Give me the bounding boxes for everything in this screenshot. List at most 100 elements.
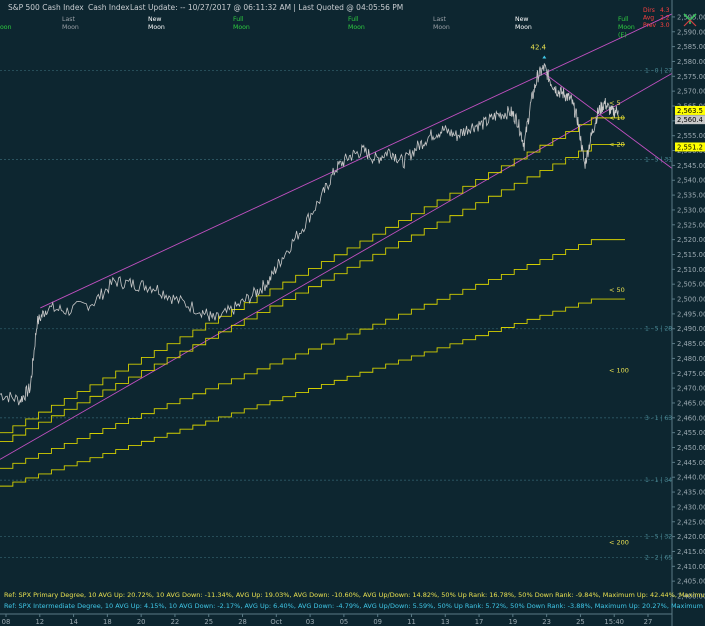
footer-stats: Ref: SPX Primary Degree, 10 AVG Up: 20.7…	[4, 591, 705, 610]
price-tag-bg	[675, 115, 705, 125]
ma-label: < 10	[609, 114, 625, 122]
ma-step-line	[0, 239, 625, 469]
horizontal-level-label: 1 - 5 | 32	[645, 534, 672, 541]
x-tick-label: 25	[204, 618, 213, 626]
ma-step-line	[0, 117, 625, 434]
y-tick-label: 2,400.000	[677, 593, 705, 601]
y-tick-label: 2,445.000	[677, 459, 705, 467]
arrow-icon[interactable]	[683, 19, 697, 27]
peak-marker	[542, 55, 547, 59]
upper-channel-line	[40, 13, 673, 309]
moon-phase-label: Full	[233, 16, 244, 23]
x-tick-label: 18	[103, 618, 112, 626]
x-tick-label: 28	[238, 618, 247, 626]
x-tick-label: 23	[542, 618, 551, 626]
legend-stat-label: Avg	[643, 15, 654, 22]
price-tag-bg	[675, 105, 705, 115]
y-tick-label: 2,405.000	[677, 578, 705, 586]
y-tick-label: 2,455.000	[677, 429, 705, 437]
y-tick-label: 2,485.000	[677, 340, 705, 348]
y-tick-label: 2,450.000	[677, 444, 705, 452]
horizontal-level-label: 1 - 1 | 34	[645, 477, 672, 484]
ma-label: < 200	[609, 539, 629, 547]
x-tick-label: 17	[475, 618, 484, 626]
y-tick-label: 2,495.000	[677, 310, 705, 318]
x-tick-label: 19	[509, 618, 518, 626]
y-tick-label: 2,505.000	[677, 281, 705, 289]
ma-label: < 20	[609, 141, 625, 149]
ma-label: < 5	[609, 99, 621, 107]
x-tick-label: 27	[644, 618, 653, 626]
y-tick-label: 2,575.000	[677, 73, 705, 81]
moon-phase-label: New	[515, 16, 529, 23]
moon-phase-label: Moon	[148, 24, 165, 31]
ma-label: < 50	[609, 286, 625, 294]
legend-stat-label: Dirs	[643, 7, 655, 14]
moon-phase-label: Last	[62, 16, 75, 23]
footer-stat-line: Ref: SPX Primary Degree, 10 AVG Up: 20.7…	[4, 591, 705, 599]
price-tag-label: 2,563.5	[677, 107, 703, 115]
moon-phase-label: Moon	[515, 24, 532, 31]
y-tick-label: 2,535.000	[677, 192, 705, 200]
y-tick-label: 2,425.000	[677, 518, 705, 526]
y-tick-label: 2,515.000	[677, 251, 705, 259]
horizontal-level-label: 2 - 2 | 65	[645, 554, 672, 561]
x-tick-label: 20	[137, 618, 146, 626]
legend-stat-label: Prev	[643, 22, 657, 29]
moon-phase-label: Full	[348, 16, 359, 23]
price-tag-label: 2,551.2	[677, 143, 703, 151]
horizontal-level-label: 3 - 1 | 63	[645, 415, 672, 422]
moon-phase-label: Last	[433, 16, 446, 23]
ma-step-line	[0, 298, 625, 487]
x-tick-label: Oct	[270, 618, 282, 626]
price-tag-bg	[675, 142, 705, 152]
ma-label: < 100	[609, 366, 629, 374]
y-tick-label: 2,430.000	[677, 503, 705, 511]
footer-stat-line: Ref: SPX Intermediate Degree, 10 AVG Up:…	[4, 602, 705, 610]
moon-phase-label: Moon	[433, 24, 450, 31]
x-tick-label: 08	[2, 618, 11, 626]
x-tick-label: 13	[441, 618, 450, 626]
moving-average-steps	[0, 117, 625, 487]
chart-title: S&P 500 Cash Index	[8, 3, 84, 12]
x-tick-label: 25	[576, 618, 585, 626]
horizontal-level-label: 1 - 5 | 28	[645, 326, 672, 333]
legend-stat-value: 4.3	[660, 7, 670, 14]
legend-stat-value: 3.0	[660, 22, 670, 29]
price-line	[0, 63, 619, 406]
y-tick-label: 2,475.000	[677, 370, 705, 378]
x-tick-label: 11	[407, 618, 416, 626]
moon-phase-label: New	[148, 16, 162, 23]
last-update: Last Update: -- 10/27/2017 @ 06:11:32 AM…	[130, 3, 403, 12]
channel-lines	[0, 13, 673, 460]
y-tick-label: 2,580.000	[677, 58, 705, 66]
y-tick-label: 2,470.000	[677, 385, 705, 393]
x-tick-label: 22	[171, 618, 180, 626]
ma-step-line	[0, 144, 625, 443]
y-tick-label: 2,525.000	[677, 221, 705, 229]
x-tick-label: 09	[373, 618, 382, 626]
chart-header: S&P 500 Cash Index Cash Index Last Update:…	[0, 3, 670, 39]
x-tick-label: 05	[340, 618, 349, 626]
price-tag-label: 2,560.4	[677, 116, 703, 124]
y-tick-label: 2,585.000	[677, 43, 705, 51]
annotations: < 5 < 10 < 20 < 50 < 100 < 200 42.4	[531, 43, 629, 546]
y-tick-label: 2,570.000	[677, 88, 705, 96]
y-tick-label: 2,460.000	[677, 414, 705, 422]
price-tags: 2,563.52,560.4 2,551.2	[675, 105, 705, 152]
moon-phase-label: Moon	[233, 24, 250, 31]
horizontal-levels: 1 - 0 | 27 1 - 5 | 31 1 - 5 | 28 3 - 1 | 63…	[0, 67, 672, 561]
x-tick-label: 03	[306, 618, 315, 626]
y-axis: 2,400.000 2,405.000 2,410.000 2,415.000 2,42…	[671, 0, 705, 626]
expand-icon[interactable]	[683, 13, 697, 27]
y-tick-label: 2,555.000	[677, 132, 705, 140]
x-axis: 08 12 14 18 20 22 25 28 Oct 03 05 09 11 13 17 19 23 25 15:…	[0, 613, 672, 626]
y-tick-label: 2,540.000	[677, 177, 705, 185]
moon-phase-label: Moon	[618, 24, 635, 31]
y-tick-label: 2,490.000	[677, 325, 705, 333]
moon-phase-label: (E)	[618, 32, 627, 39]
x-tick-label: 14	[69, 618, 78, 626]
chart-subtitle: Cash Index	[88, 3, 130, 12]
y-tick-label: 2,415.000	[677, 548, 705, 556]
